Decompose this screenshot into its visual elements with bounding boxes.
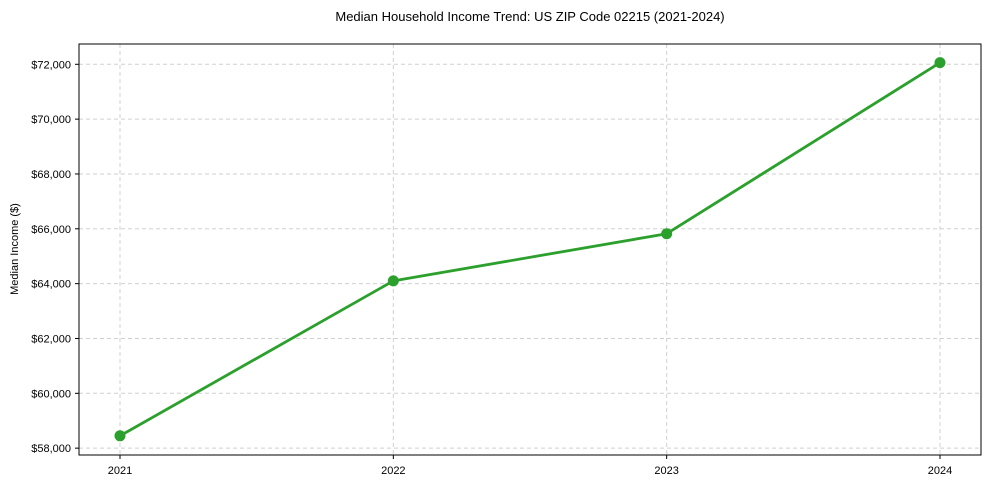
y-tick-label: $58,000 xyxy=(31,443,71,455)
x-tick-label: 2021 xyxy=(108,465,132,477)
data-point-2021 xyxy=(114,430,126,442)
trend-line xyxy=(118,61,942,438)
y-tick-label: $72,000 xyxy=(31,59,71,71)
plot-border xyxy=(78,43,982,456)
data-point-2023 xyxy=(661,228,673,240)
chart-title: Median Household Income Trend: US ZIP Co… xyxy=(335,9,725,24)
x-tick-label: 2022 xyxy=(381,465,405,477)
y-tick-label: $66,000 xyxy=(31,224,71,236)
data-point-2024 xyxy=(934,57,946,69)
data-point-2022 xyxy=(387,275,399,287)
x-tick-label: 2023 xyxy=(654,465,678,477)
x-tick-label: 2024 xyxy=(928,465,952,477)
y-tick-label: $64,000 xyxy=(31,279,71,291)
y-tick-label: $68,000 xyxy=(31,169,71,181)
y-tick-label: $60,000 xyxy=(31,388,71,400)
y-tick-label: $70,000 xyxy=(31,114,71,126)
y-tick-label: $62,000 xyxy=(31,333,71,345)
